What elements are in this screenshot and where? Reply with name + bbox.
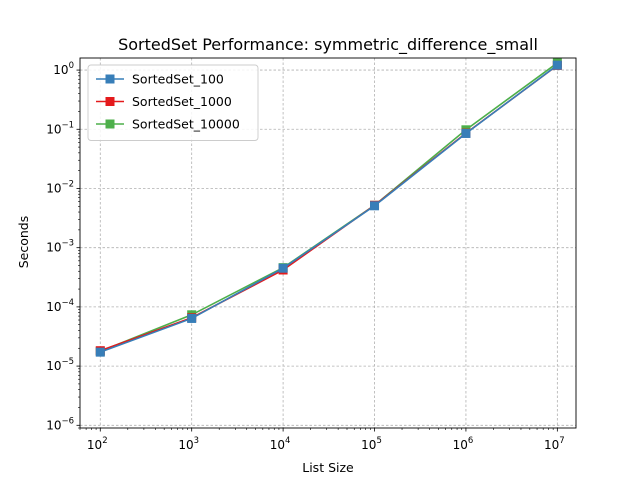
legend: SortedSet_100 SortedSet_1000 SortedSet_100… [87, 64, 259, 141]
data-point-SortedSet_100-4 [461, 128, 471, 138]
x-tick-label-4: 106 [453, 436, 474, 452]
x-tick-label-1: 103 [178, 436, 199, 452]
x-tick-label-3: 105 [361, 436, 382, 452]
y-tick-label-4: 10−2 [46, 179, 74, 195]
y-tick-label-6: 100 [53, 61, 74, 77]
x-tick-label-2: 104 [270, 436, 291, 452]
data-point-SortedSet_100-0 [95, 347, 105, 357]
x-axis-label: List Size [302, 460, 354, 475]
data-point-SortedSet_100-3 [370, 201, 380, 211]
legend-marker-SortedSet_100 [105, 74, 115, 84]
data-point-SortedSet_100-2 [278, 263, 288, 273]
legend-label-SortedSet_100: SortedSet_100 [132, 72, 224, 87]
legend-label-SortedSet_1000: SortedSet_1000 [132, 94, 232, 109]
axes-frame [79, 57, 577, 429]
legend-label-SortedSet_10000: SortedSet_10000 [132, 117, 240, 132]
legend-box [87, 64, 259, 141]
y-tick-label-1: 10−5 [46, 357, 74, 373]
legend-marker-SortedSet_1000 [105, 97, 115, 106]
series-line-SortedSet_100 [100, 64, 558, 353]
y-tick-label-2: 10−4 [46, 298, 74, 314]
x-tick-label-0: 102 [87, 436, 108, 452]
data-point-SortedSet_100-1 [187, 313, 197, 323]
y-tick-label-5: 10−1 [46, 120, 74, 136]
chart-title: SortedSet Performance: symmetric_differe… [118, 35, 538, 55]
y-tick-label-3: 10−3 [46, 239, 74, 255]
legend-marker-SortedSet_10000 [105, 119, 115, 129]
y-tick-label-0: 10−6 [46, 416, 74, 432]
x-tick-label-5: 107 [544, 436, 565, 452]
y-axis-label: Seconds [16, 216, 31, 269]
data-point-SortedSet_100-5 [552, 60, 562, 70]
